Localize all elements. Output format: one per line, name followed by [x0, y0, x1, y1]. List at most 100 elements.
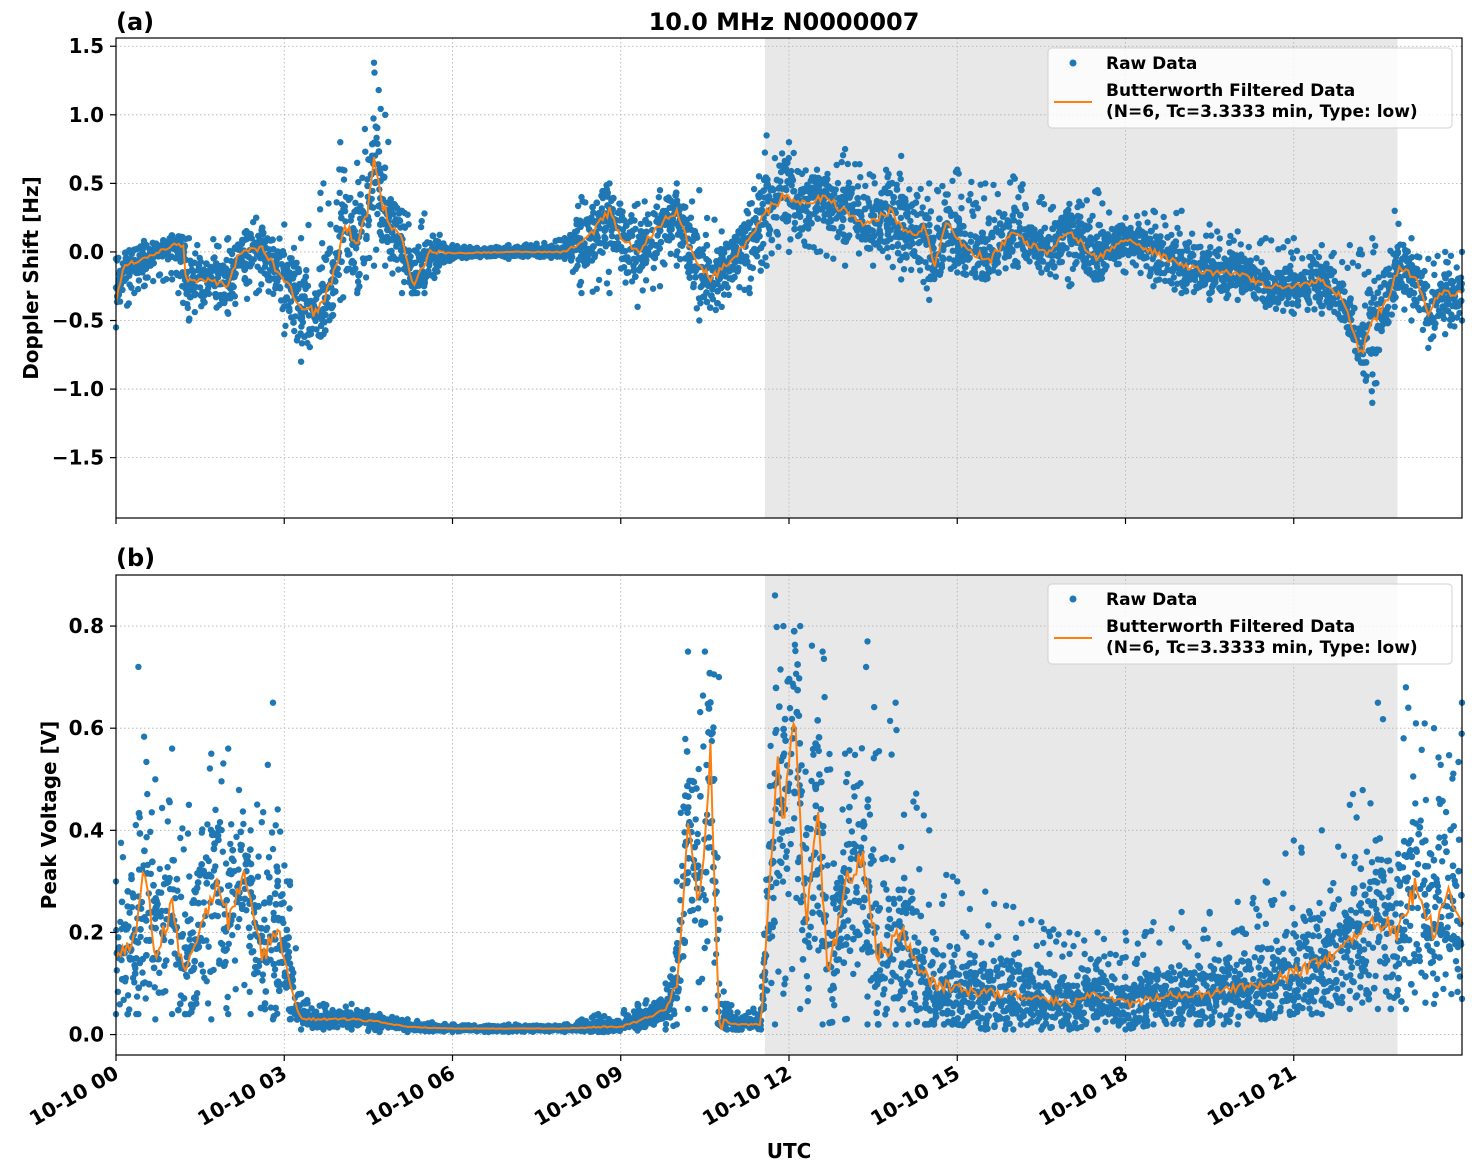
- raw-data-point: [1344, 264, 1351, 271]
- raw-data-point: [652, 241, 660, 249]
- raw-data-point: [688, 198, 696, 205]
- raw-data-point: [1028, 247, 1036, 255]
- raw-data-point: [1171, 286, 1178, 293]
- raw-data-point: [1259, 295, 1266, 303]
- raw-data-point: [292, 945, 299, 952]
- raw-data-point: [259, 971, 267, 978]
- raw-data-point: [773, 214, 780, 221]
- raw-data-point: [1086, 223, 1093, 231]
- raw-data-point: [264, 924, 271, 932]
- raw-data-point: [258, 819, 265, 826]
- raw-data-point: [528, 244, 535, 252]
- raw-data-point: [685, 269, 692, 276]
- raw-data-point: [1178, 207, 1185, 214]
- raw-data-point: [720, 291, 728, 298]
- raw-data-point: [225, 310, 232, 317]
- raw-data-point: [703, 214, 711, 222]
- raw-data-point: [363, 235, 370, 243]
- raw-data-point: [679, 203, 687, 210]
- raw-data-point: [376, 221, 384, 228]
- raw-data-point: [140, 283, 148, 290]
- raw-data-point: [1083, 197, 1091, 204]
- raw-data-point: [771, 154, 779, 162]
- raw-data-point: [505, 241, 512, 249]
- raw-data-point: [1370, 249, 1377, 256]
- raw-data-point: [436, 231, 443, 238]
- raw-data-point: [1001, 211, 1008, 218]
- raw-data-point: [606, 180, 613, 187]
- raw-data-point: [755, 173, 763, 180]
- raw-data-point: [766, 226, 774, 233]
- raw-data-point: [798, 225, 806, 233]
- raw-data-point: [175, 253, 183, 261]
- raw-data-point: [177, 834, 184, 842]
- raw-data-point: [1208, 232, 1215, 239]
- raw-data-point: [131, 979, 138, 986]
- raw-data-point: [258, 224, 266, 232]
- raw-data-point: [877, 199, 885, 207]
- raw-data-point: [1106, 236, 1114, 244]
- raw-data-point: [130, 246, 138, 254]
- raw-data-point: [742, 259, 749, 267]
- raw-data-point: [878, 189, 885, 197]
- raw-data-point: [333, 226, 341, 233]
- raw-data-point: [870, 233, 877, 241]
- raw-data-point: [1168, 243, 1176, 251]
- raw-data-point: [352, 199, 359, 206]
- raw-data-point: [203, 978, 210, 985]
- raw-data-point: [354, 159, 361, 166]
- y-tick-label: 0.0: [69, 240, 104, 264]
- raw-data-point: [842, 238, 850, 246]
- raw-data-point: [574, 202, 582, 210]
- raw-data-point: [1457, 274, 1465, 281]
- raw-data-point: [370, 115, 377, 122]
- raw-data-point: [1207, 244, 1214, 251]
- raw-data-point: [1453, 264, 1460, 271]
- raw-data-point: [1457, 297, 1465, 305]
- raw-data-point: [246, 988, 253, 995]
- raw-data-point: [164, 864, 171, 871]
- raw-data-point: [620, 264, 628, 271]
- raw-data-point: [813, 166, 821, 173]
- raw-data-point: [1234, 296, 1241, 304]
- raw-data-point: [434, 238, 442, 246]
- raw-data-point: [135, 277, 143, 284]
- y-tick-label: 1.5: [69, 34, 104, 58]
- raw-data-point: [1369, 346, 1376, 353]
- raw-data-point: [219, 941, 226, 948]
- raw-data-point: [1206, 221, 1213, 228]
- raw-data-point: [377, 105, 384, 113]
- raw-data-point: [228, 250, 236, 258]
- raw-data-point: [791, 187, 798, 195]
- raw-data-point: [1444, 259, 1451, 266]
- raw-data-point: [227, 840, 234, 848]
- raw-data-point: [213, 292, 221, 300]
- raw-data-point: [373, 246, 380, 253]
- raw-data-point: [862, 182, 869, 190]
- raw-data-point: [274, 806, 281, 813]
- y-tick-label: −1.5: [52, 446, 104, 470]
- raw-data-point: [813, 248, 821, 256]
- raw-data-point: [178, 233, 186, 241]
- raw-data-point: [375, 86, 382, 94]
- raw-data-point: [1050, 263, 1058, 270]
- raw-data-point: [982, 276, 989, 283]
- raw-data-point: [760, 187, 767, 195]
- raw-data-point: [219, 848, 226, 855]
- raw-data-point: [883, 224, 891, 232]
- raw-data-point: [848, 185, 856, 193]
- raw-data-point: [854, 194, 862, 202]
- raw-data-point: [785, 168, 793, 176]
- raw-data-point: [1278, 294, 1285, 302]
- raw-data-point: [1237, 241, 1245, 248]
- legend-filtered-label-line1: Butterworth Filtered Data: [1106, 81, 1355, 101]
- raw-data-point: [1326, 267, 1334, 275]
- raw-data-point: [254, 873, 262, 880]
- raw-data-point: [1363, 373, 1370, 380]
- raw-data-point: [1144, 219, 1151, 226]
- raw-data-point: [717, 284, 725, 292]
- raw-data-point: [1280, 307, 1287, 314]
- raw-data-point: [365, 222, 372, 229]
- raw-data-point: [421, 289, 428, 297]
- raw-data-point: [622, 254, 630, 261]
